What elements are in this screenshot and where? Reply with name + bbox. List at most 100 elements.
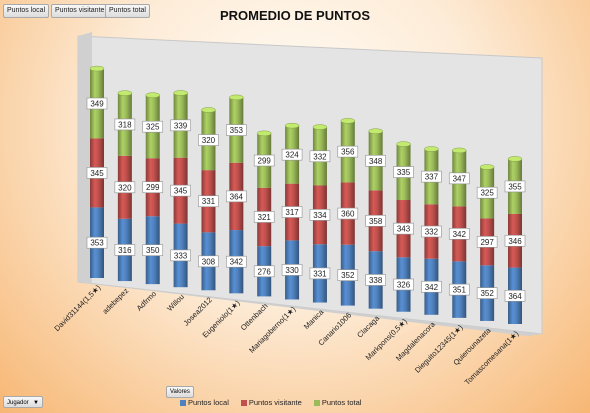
data-label-box [504, 289, 526, 302]
data-label-box [365, 214, 386, 227]
data-label-box [421, 225, 442, 238]
bar-cap [424, 146, 439, 152]
data-label-box [365, 154, 386, 167]
data-label-box [170, 119, 191, 132]
data-label-box [142, 181, 164, 194]
bar-cap [507, 156, 523, 162]
legend-swatch [240, 399, 247, 406]
data-label-box [114, 244, 136, 256]
data-label-box [365, 274, 386, 286]
data-label-box [86, 97, 108, 110]
bar-cap [145, 92, 160, 98]
bar-cap [89, 65, 105, 72]
data-label-box [142, 244, 164, 256]
data-label-box [198, 195, 219, 208]
legend-item-2: Puntos total [313, 398, 362, 407]
data-label-box [253, 154, 275, 167]
data-label-box [309, 150, 331, 163]
data-label-box [114, 118, 136, 131]
legend-label: Puntos local [188, 398, 229, 407]
data-label-0-2: 350 [146, 246, 160, 255]
legend-swatch [180, 399, 186, 406]
data-label-0-11: 326 [397, 281, 411, 290]
bar-cap [117, 90, 133, 96]
data-label-1-5: 364 [230, 192, 244, 201]
data-label-box [142, 120, 164, 133]
filter-button-puntos-total[interactable]: Puntos total [105, 4, 150, 18]
data-label-box [393, 166, 414, 178]
data-label-2-9: 356 [341, 148, 355, 157]
data-label-box [337, 207, 359, 220]
data-label-box [337, 269, 359, 281]
bar-cap [368, 128, 383, 134]
data-label-2-7: 324 [285, 151, 299, 160]
data-label-box [170, 249, 191, 262]
data-label-box [504, 180, 526, 193]
data-label-2-10: 348 [369, 157, 383, 166]
data-label-2-4: 320 [202, 136, 216, 145]
data-label-1-6: 321 [258, 213, 272, 222]
x-tick-label-4: Josea2012 [182, 295, 214, 327]
bar-cap [396, 141, 411, 147]
data-label-1-15: 346 [508, 237, 522, 246]
jugador-field-dropdown[interactable]: Jugador ▼ [3, 396, 43, 408]
plot-side-wall [78, 32, 92, 284]
x-tick-label-3: Willou [165, 292, 186, 313]
data-label-1-1: 320 [118, 183, 132, 192]
data-label-1-8: 334 [313, 211, 327, 220]
data-label-0-8: 331 [313, 269, 327, 278]
data-label-box [448, 172, 470, 185]
bar-cap [312, 124, 328, 130]
data-label-box [86, 167, 108, 179]
data-label-0-12: 342 [425, 283, 439, 292]
data-label-box [337, 145, 359, 158]
bar-cap [201, 107, 216, 113]
data-label-box [476, 287, 498, 299]
data-label-1-9: 360 [341, 210, 355, 219]
data-label-1-13: 342 [453, 230, 467, 239]
data-label-box [448, 283, 470, 296]
bar-cap [479, 164, 495, 170]
data-label-1-7: 317 [285, 208, 299, 217]
data-label-box [114, 181, 136, 194]
filter-button-puntos-local[interactable]: Puntos local [3, 4, 50, 18]
data-label-box [504, 234, 526, 247]
data-label-box [253, 265, 275, 278]
data-label-1-14: 297 [480, 238, 494, 247]
data-label-box [198, 134, 219, 146]
legend-label: Puntos total [321, 398, 362, 407]
data-label-0-6: 276 [258, 267, 272, 276]
data-label-2-15: 355 [508, 182, 522, 191]
bar-cap [173, 90, 188, 96]
data-label-box [281, 148, 303, 161]
bar-cap [256, 130, 272, 137]
data-label-box [198, 255, 219, 268]
legend-item-1: Puntos visitante [240, 398, 302, 407]
data-label-1-12: 332 [425, 227, 439, 236]
data-label-box [281, 206, 303, 218]
data-label-box [253, 211, 275, 223]
x-tick-label-6: Ottenbach [239, 301, 270, 332]
legend-swatch [313, 399, 320, 406]
values-field-button[interactable]: Valores [166, 386, 194, 398]
data-label-1-0: 345 [90, 169, 104, 178]
data-label-1-10: 358 [369, 217, 383, 226]
data-label-0-4: 308 [202, 257, 216, 266]
data-label-box [226, 124, 247, 136]
data-label-2-13: 347 [453, 174, 467, 183]
data-label-1-11: 343 [397, 225, 411, 234]
data-label-box [281, 264, 303, 276]
data-label-box [421, 170, 442, 183]
data-label-2-6: 299 [258, 157, 272, 166]
data-label-0-15: 364 [508, 292, 522, 301]
data-label-1-3: 345 [174, 187, 188, 196]
data-label-1-4: 331 [202, 197, 216, 206]
data-label-2-12: 337 [425, 173, 439, 182]
data-label-0-9: 352 [341, 271, 355, 280]
dropdown-arrow-icon: ▼ [33, 400, 39, 406]
legend-label: Puntos visitante [248, 398, 302, 407]
data-label-0-10: 338 [369, 276, 383, 285]
data-label-box [393, 278, 414, 291]
data-label-0-0: 353 [90, 239, 104, 248]
